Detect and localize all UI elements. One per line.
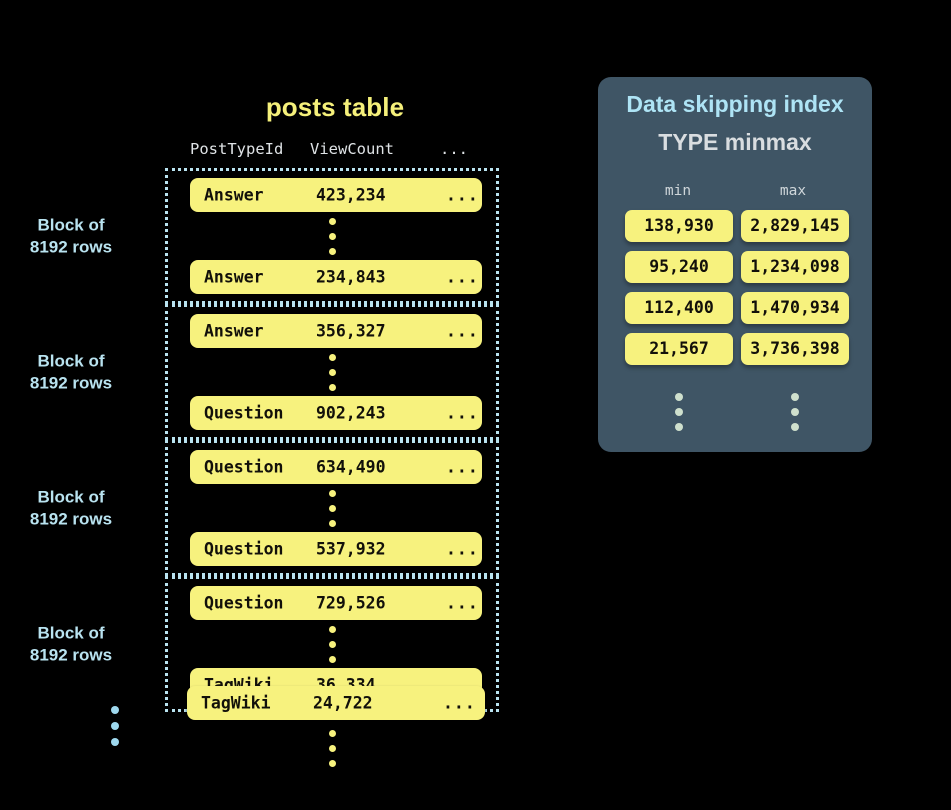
cell-more: ... xyxy=(446,321,479,341)
cell-posttypeid: Answer xyxy=(204,267,264,287)
column-header-more: ... xyxy=(440,140,468,158)
table-row: TagWiki 24,722 ... xyxy=(187,686,485,720)
index-panel-title: Data skipping index xyxy=(626,91,844,117)
index-column-header-min: min xyxy=(664,183,692,199)
index-min-ellipsis-icon xyxy=(625,393,733,431)
index-cell-min: 138,930 xyxy=(625,210,733,242)
table-row: Answer 356,327 ... xyxy=(190,314,482,348)
block-2: Block of 8192 rows Answer 356,327 ... Qu… xyxy=(30,304,499,440)
index-row: 138,930 2,829,145 xyxy=(598,210,872,246)
cell-posttypeid: Answer xyxy=(204,185,264,205)
index-panel-subtitle: TYPE minmax xyxy=(658,129,812,155)
index-cell-max: 1,234,098 xyxy=(741,251,849,283)
cell-posttypeid: Answer xyxy=(204,321,264,341)
table-row: Answer 234,843 ... xyxy=(190,260,482,294)
table-row: Answer 423,234 ... xyxy=(190,178,482,212)
cell-posttypeid: Question xyxy=(204,457,284,477)
cell-more: ... xyxy=(443,693,476,713)
table-bottom-ellipsis-icon xyxy=(165,724,499,772)
table-tail-rows: TagWiki 24,722 ... xyxy=(165,686,499,720)
column-header-posttypeid: PostTypeId xyxy=(190,140,284,158)
index-cell-max: 2,829,145 xyxy=(741,210,849,242)
index-cell-min: 112,400 xyxy=(625,292,733,324)
index-cell-min: 21,567 xyxy=(625,333,733,365)
row-ellipsis-icon xyxy=(168,620,496,668)
index-column-header-max: max xyxy=(779,183,807,199)
data-skipping-index-panel: Data skipping index TYPE minmax min max … xyxy=(598,77,872,452)
block-1-label: Block of 8192 rows xyxy=(29,215,113,256)
index-row: 112,400 1,470,934 xyxy=(598,292,872,328)
column-header-viewcount: ViewCount xyxy=(310,140,394,158)
blocks-container: Block of 8192 rows Answer 423,234 ... An… xyxy=(30,168,499,712)
cell-more: ... xyxy=(446,267,479,287)
cell-posttypeid: Question xyxy=(204,539,284,559)
block-1: Block of 8192 rows Answer 423,234 ... An… xyxy=(30,168,499,304)
cell-viewcount: 537,932 xyxy=(316,539,386,559)
cell-more: ... xyxy=(446,185,479,205)
index-max-ellipsis-icon xyxy=(741,393,849,431)
row-ellipsis-icon xyxy=(168,484,496,532)
index-row: 95,240 1,234,098 xyxy=(598,251,872,287)
cell-more: ... xyxy=(446,539,479,559)
cell-viewcount: 902,243 xyxy=(316,403,386,423)
index-ellipsis-row xyxy=(598,393,872,443)
block-3-label: Block of 8192 rows xyxy=(29,487,113,528)
index-cell-max: 3,736,398 xyxy=(741,333,849,365)
posts-table-title: posts table xyxy=(265,92,405,122)
blocks-more-ellipsis-icon xyxy=(40,706,190,746)
cell-posttypeid: Question xyxy=(204,403,284,423)
index-rows-container: 138,930 2,829,145 95,240 1,234,098 112,4… xyxy=(598,210,872,374)
table-row: Question 634,490 ... xyxy=(190,450,482,484)
index-row: 21,567 3,736,398 xyxy=(598,333,872,369)
block-2-label: Block of 8192 rows xyxy=(29,351,113,392)
cell-posttypeid: TagWiki xyxy=(201,693,271,713)
cell-viewcount: 356,327 xyxy=(316,321,386,341)
cell-more: ... xyxy=(446,403,479,423)
cell-posttypeid: Question xyxy=(204,593,284,613)
table-row: Question 902,243 ... xyxy=(190,396,482,430)
cell-more: ... xyxy=(446,593,479,613)
cell-more: ... xyxy=(446,457,479,477)
block-3: Block of 8192 rows Question 634,490 ... … xyxy=(30,440,499,576)
cell-viewcount: 729,526 xyxy=(316,593,386,613)
table-column-headers: PostTypeId ViewCount ... xyxy=(172,140,502,164)
cell-viewcount: 24,722 xyxy=(313,693,373,713)
cell-viewcount: 234,843 xyxy=(316,267,386,287)
row-ellipsis-icon xyxy=(168,348,496,396)
row-ellipsis-icon xyxy=(168,212,496,260)
cell-viewcount: 634,490 xyxy=(316,457,386,477)
table-row: Question 729,526 ... xyxy=(190,586,482,620)
block-4-label: Block of 8192 rows xyxy=(29,623,113,664)
index-cell-min: 95,240 xyxy=(625,251,733,283)
index-column-headers: min max xyxy=(598,183,872,205)
index-cell-max: 1,470,934 xyxy=(741,292,849,324)
cell-viewcount: 423,234 xyxy=(316,185,386,205)
table-row: Question 537,932 ... xyxy=(190,532,482,566)
